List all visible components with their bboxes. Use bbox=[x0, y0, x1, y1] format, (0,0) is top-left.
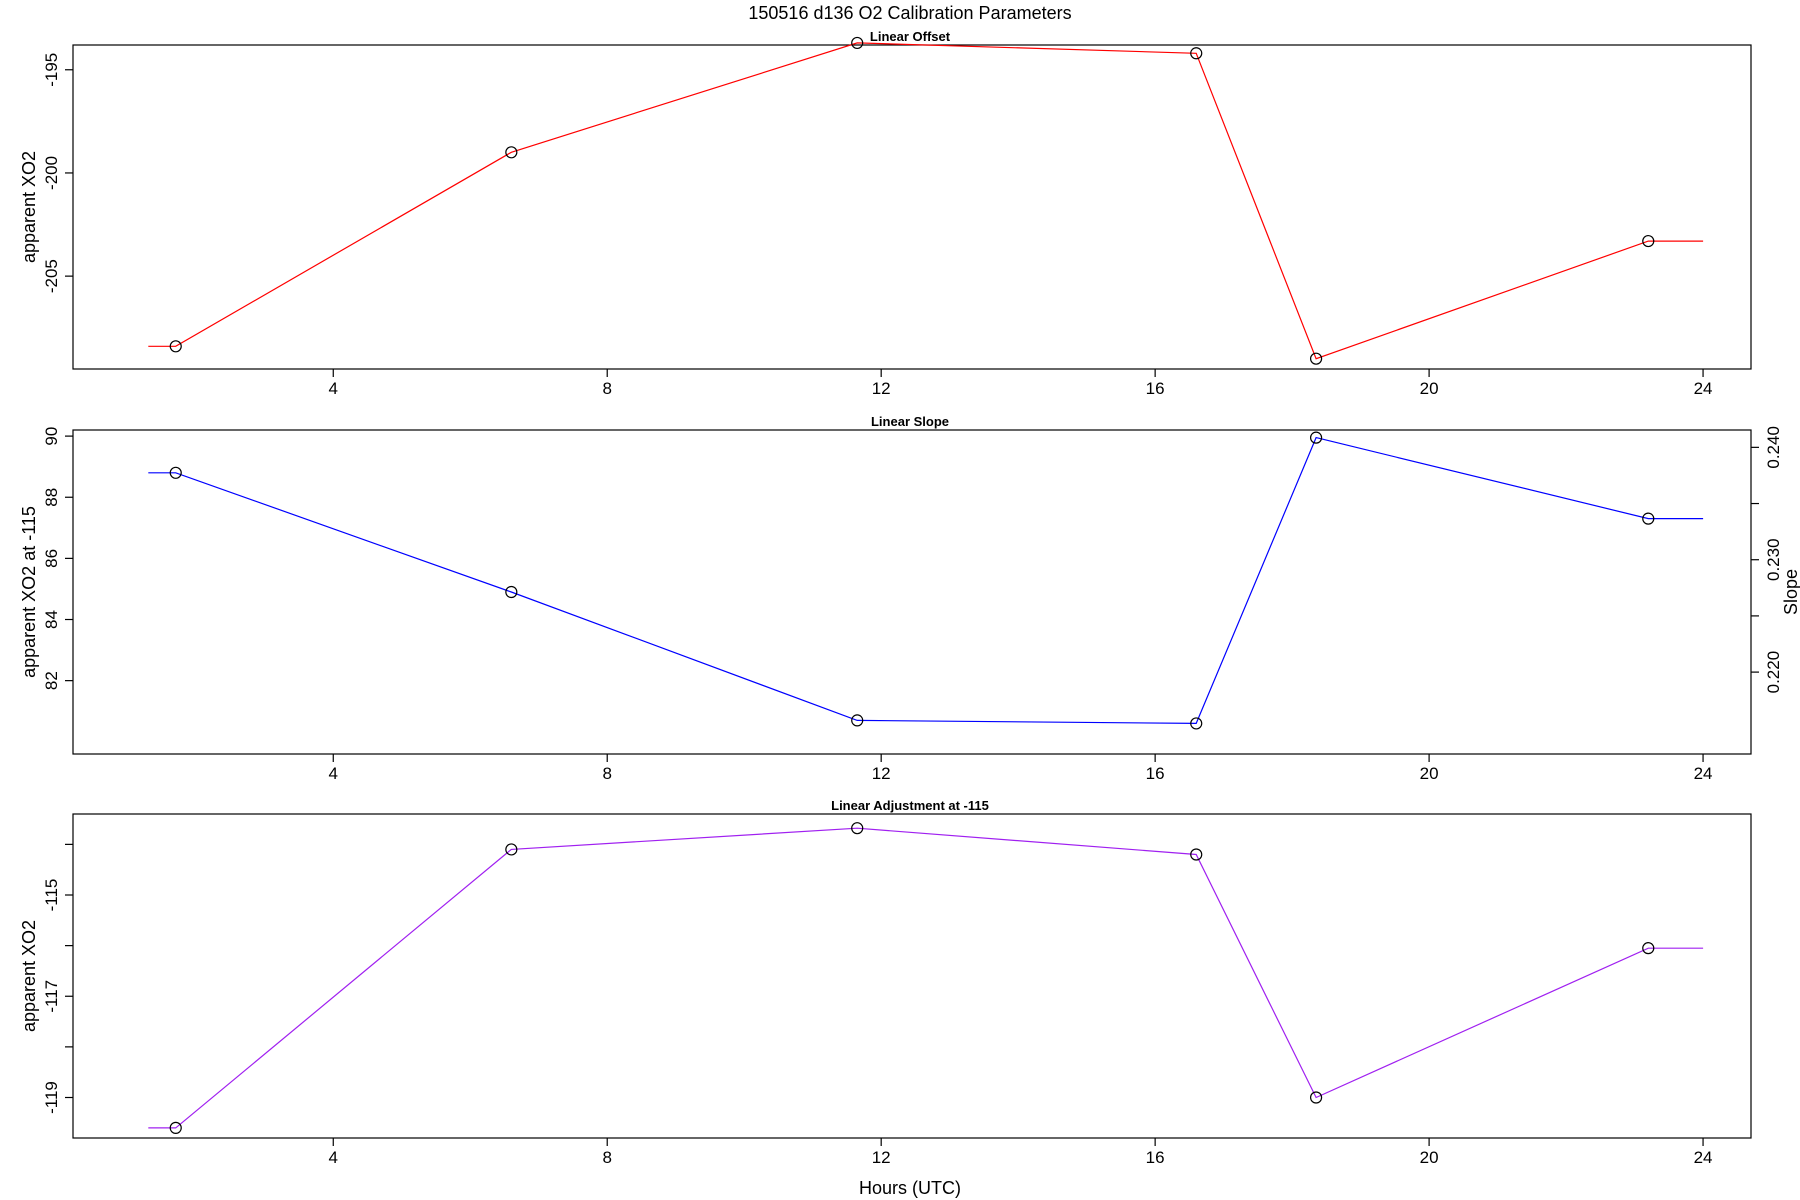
adjustment-data-point bbox=[1642, 942, 1655, 955]
offset-x-tick-label: 20 bbox=[1420, 379, 1439, 398]
offset-x-tick-label: 8 bbox=[602, 379, 611, 398]
adjustment-x-tick-label: 24 bbox=[1694, 1148, 1713, 1167]
offset-y-tick-label: -195 bbox=[42, 53, 61, 87]
slope-data-point bbox=[1309, 431, 1323, 444]
slope-y2-axis-label: Slope bbox=[1781, 569, 1800, 615]
adjustment-panel: Linear Adjustment at -115 apparent XO2 4… bbox=[19, 798, 1752, 1167]
adjustment-data-point bbox=[1190, 848, 1203, 861]
offset-y-tick-label: -200 bbox=[42, 156, 61, 190]
offset-data-point bbox=[169, 340, 182, 353]
slope-y-tick-label: 82 bbox=[42, 671, 61, 690]
slope-panel: Linear Slope apparent XO2 at -115 Slope … bbox=[19, 414, 1800, 783]
adjustment-y-tick-label: -117 bbox=[42, 980, 61, 1013]
adjustment-x-tick-label: 16 bbox=[1146, 1148, 1165, 1167]
slope-x-tick-label: 24 bbox=[1694, 764, 1713, 783]
slope-series-line bbox=[148, 436, 1704, 725]
slope-plot-frame bbox=[72, 429, 1752, 755]
adjustment-x-tick-label: 4 bbox=[329, 1148, 338, 1167]
adjustment-x-tick-label: 12 bbox=[872, 1148, 891, 1167]
slope-y-tick-label: 88 bbox=[42, 488, 61, 507]
adjustment-y-tick-label: -119 bbox=[42, 1081, 61, 1114]
offset-y-axis-label: apparent XO2 bbox=[19, 151, 39, 263]
slope-x-tick-label: 8 bbox=[602, 764, 611, 783]
adjustment-data-point bbox=[851, 822, 864, 835]
slope-y-tick-label: 90 bbox=[42, 427, 61, 446]
offset-data-point bbox=[1642, 234, 1655, 248]
slope-data-point bbox=[1190, 717, 1203, 730]
offset-panel-title: Linear Offset bbox=[870, 29, 951, 44]
offset-x-tick-label: 4 bbox=[329, 379, 338, 398]
offset-data-point bbox=[505, 146, 518, 159]
adjustment-series-line bbox=[148, 827, 1704, 1129]
slope-data-point bbox=[1642, 512, 1655, 525]
slope-x-tick-label: 12 bbox=[872, 764, 891, 783]
adjustment-data-point bbox=[505, 843, 518, 856]
adjustment-x-tick-label: 20 bbox=[1420, 1148, 1439, 1167]
slope-data-point bbox=[169, 466, 182, 479]
slope-y-tick-label: 86 bbox=[42, 549, 61, 568]
offset-x-tick-label: 16 bbox=[1146, 379, 1165, 398]
slope-y2-tick-label: 0.220 bbox=[1764, 651, 1783, 694]
offset-plot-frame bbox=[72, 44, 1752, 370]
offset-y-tick-label: -205 bbox=[42, 259, 61, 293]
offset-x-tick-label: 24 bbox=[1694, 379, 1713, 398]
offset-panel: Linear Offset apparent XO2 4 8 12 16 20 24 -20… bbox=[19, 29, 1752, 398]
offset-x-tick-label: 12 bbox=[872, 379, 891, 398]
adjustment-plot-frame bbox=[72, 813, 1752, 1139]
adjustment-panel-title: Linear Adjustment at -115 bbox=[831, 798, 989, 813]
adjustment-data-point bbox=[1309, 1091, 1323, 1104]
slope-y2-tick-label: 0.230 bbox=[1764, 538, 1783, 581]
slope-x-tick-label: 4 bbox=[329, 764, 338, 783]
slope-y-axis-label: apparent XO2 at -115 bbox=[19, 506, 39, 678]
slope-data-point bbox=[505, 585, 518, 599]
slope-y2-tick-label: 0.240 bbox=[1764, 426, 1783, 469]
x-axis-label: Hours (UTC) bbox=[859, 1178, 961, 1198]
adjustment-y-axis-label: apparent XO2 bbox=[19, 920, 39, 1032]
adjustment-y-tick-label: -115 bbox=[42, 879, 61, 912]
slope-panel-title: Linear Slope bbox=[871, 414, 949, 429]
offset-data-point bbox=[1190, 47, 1203, 60]
adjustment-data-point bbox=[169, 1121, 182, 1134]
offset-series-line bbox=[148, 42, 1704, 360]
offset-data-point bbox=[851, 36, 864, 50]
slope-x-tick-label: 20 bbox=[1420, 764, 1439, 783]
offset-data-point bbox=[1309, 352, 1323, 365]
slope-data-point bbox=[851, 714, 864, 727]
slope-y-tick-label: 84 bbox=[42, 610, 61, 629]
slope-x-tick-label: 16 bbox=[1146, 764, 1165, 783]
adjustment-x-tick-label: 8 bbox=[602, 1148, 611, 1167]
figure-title: 150516 d136 O2 Calibration Parameters bbox=[748, 3, 1071, 23]
